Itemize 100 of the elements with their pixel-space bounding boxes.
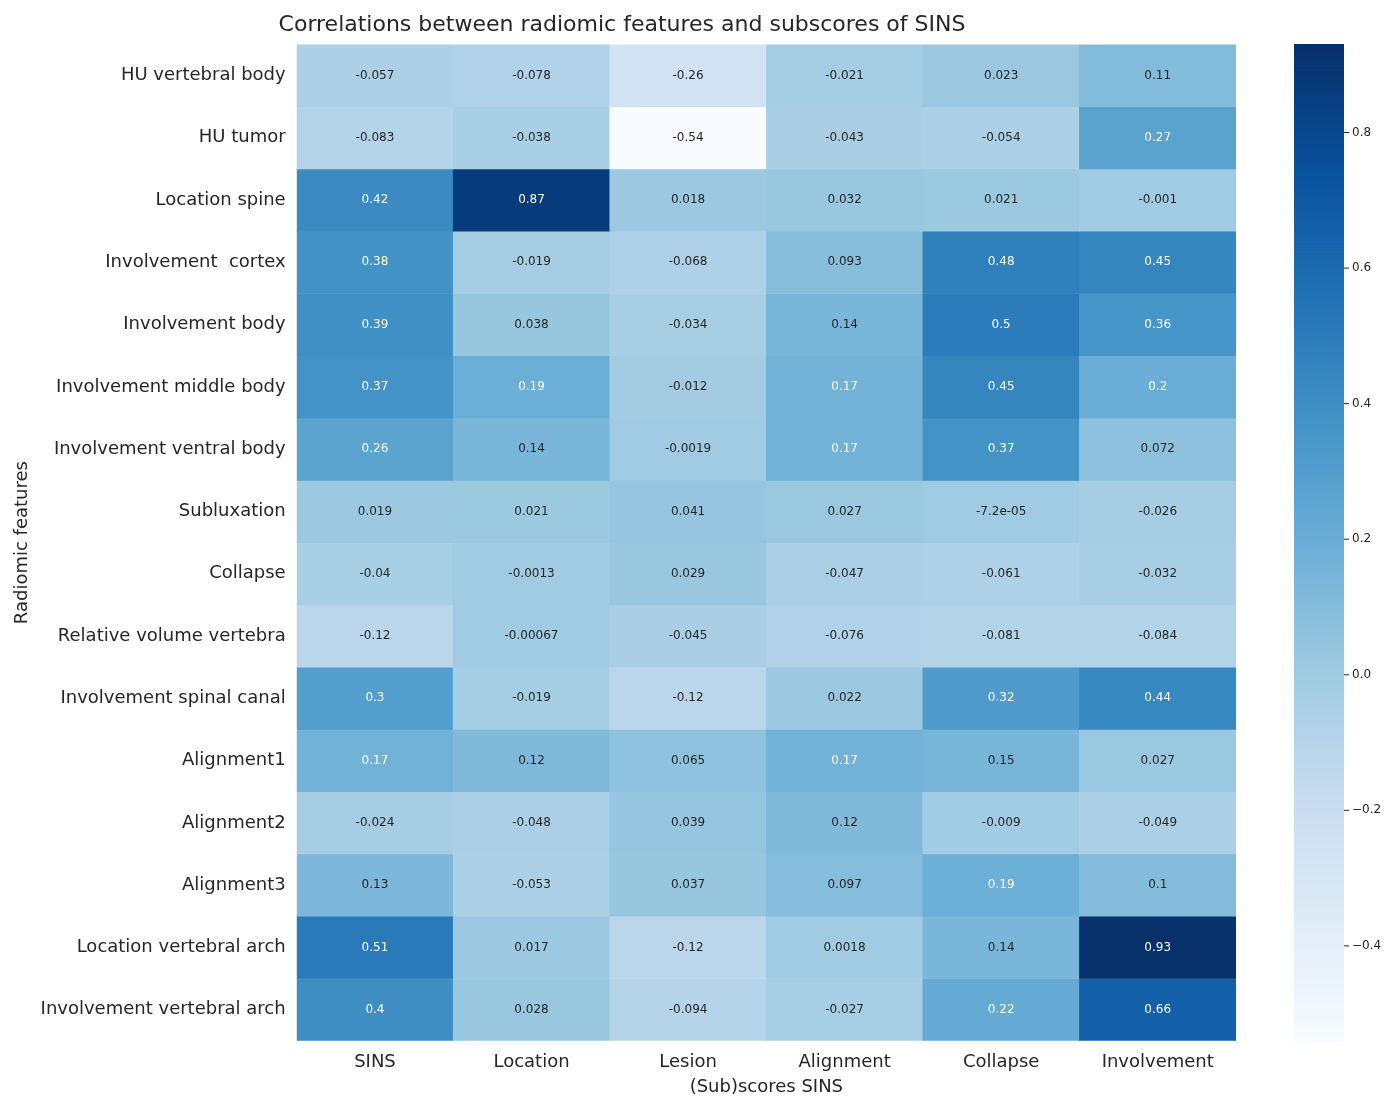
data-label: -0.038	[512, 129, 551, 144]
data-label: -0.053	[512, 877, 551, 892]
data-label: 0.14	[987, 939, 1015, 954]
x-tick-label: Involvement	[1101, 1050, 1214, 1072]
data-label: 0.27	[1144, 129, 1172, 144]
data-label: -0.047	[825, 565, 864, 580]
data-label: 0.027	[1140, 752, 1175, 767]
data-label: 0.3	[365, 690, 385, 705]
data-label: -0.12	[359, 628, 391, 643]
color-bar-label: −0.4	[1352, 938, 1382, 953]
data-label: -7.2e-05	[975, 503, 1027, 518]
data-label: 0.2	[1148, 379, 1168, 394]
x-tick-label: Alignment	[798, 1050, 891, 1072]
y-tick-label: HU tumor	[198, 125, 287, 147]
data-label: 0.45	[987, 379, 1015, 394]
data-label: -0.26	[672, 67, 704, 82]
data-label: 0.17	[831, 752, 858, 767]
data-label: 0.12	[831, 814, 858, 829]
data-label: 0.26	[361, 441, 389, 456]
data-label: 0.17	[361, 752, 389, 767]
data-label: -0.12	[672, 939, 704, 954]
data-label: -0.054	[981, 129, 1021, 144]
data-label: 0.39	[361, 316, 389, 331]
data-label: -0.083	[355, 129, 395, 144]
data-label: 0.13	[361, 877, 389, 892]
data-label: -0.04	[359, 565, 391, 580]
data-label: -0.049	[1138, 814, 1178, 829]
x-tick-label: Collapse	[962, 1050, 1040, 1072]
data-label: -0.032	[1138, 565, 1178, 580]
data-label: 0.12	[518, 752, 545, 767]
color-bar-label: 0.0	[1352, 666, 1372, 681]
data-label: 0.11	[1144, 67, 1172, 82]
data-label: 0.038	[514, 316, 549, 331]
data-label: 0.44	[1144, 690, 1172, 705]
data-label: -0.034	[668, 316, 708, 331]
data-label: 0.17	[831, 379, 858, 394]
data-label: -0.076	[825, 628, 864, 643]
data-label: 0.38	[361, 254, 389, 269]
data-label: -0.094	[668, 1001, 708, 1016]
y-tick-label: Alignment2	[182, 810, 286, 832]
data-label: 0.17	[831, 441, 858, 456]
data-label: 0.5	[991, 316, 1011, 331]
data-label: 0.072	[1140, 441, 1175, 456]
y-tick-label: HU vertebral body	[120, 63, 287, 85]
data-label: -0.061	[981, 565, 1021, 580]
color-bar-label: −0.2	[1352, 802, 1382, 817]
data-label: 0.37	[987, 441, 1015, 456]
y-tick-label: Involvement ventral body	[53, 436, 287, 458]
data-label: -0.057	[355, 67, 395, 82]
y-tick-label: Location spine	[155, 187, 286, 209]
y-tick-label: Alignment1	[182, 748, 286, 770]
y-tick-label: Involvement spinal canal	[60, 685, 286, 707]
y-tick-label: Collapse	[209, 561, 286, 583]
data-label: -0.024	[355, 814, 395, 829]
data-label: 0.37	[361, 379, 389, 394]
data-label: 0.017	[514, 939, 549, 954]
x-tick-label: Location	[493, 1050, 570, 1072]
data-label: -0.012	[668, 379, 708, 394]
data-label: -0.019	[512, 690, 551, 705]
data-label: 0.42	[361, 192, 389, 207]
data-label: -0.021	[825, 67, 864, 82]
data-label: -0.0019	[664, 441, 712, 456]
y-tick-label: Subluxation	[178, 499, 286, 521]
data-label: -0.045	[668, 628, 708, 643]
y-tick-label: Involvement body	[123, 312, 287, 334]
data-label: -0.0013	[508, 565, 555, 580]
data-label: 0.32	[987, 690, 1015, 705]
x-tick-label: SINS	[354, 1050, 396, 1072]
y-tick-label: Involvement vertebral arch	[40, 997, 286, 1019]
color-bar-label: 0.2	[1352, 531, 1372, 546]
data-label: -0.00067	[504, 628, 559, 643]
data-label: -0.084	[1138, 628, 1178, 643]
data-label: -0.078	[512, 67, 551, 82]
data-label: 0.019	[357, 503, 393, 518]
data-label: 0.029	[670, 565, 706, 580]
data-label: 0.093	[827, 254, 862, 269]
data-label: -0.009	[981, 814, 1021, 829]
data-label: 0.15	[987, 752, 1015, 767]
data-label: -0.019	[512, 254, 551, 269]
data-label: 0.14	[518, 441, 545, 456]
data-label: -0.043	[825, 129, 864, 144]
data-label: -0.026	[1138, 503, 1178, 518]
data-label: 0.48	[987, 254, 1015, 269]
y-tick-label: Alignment3	[182, 872, 286, 894]
data-label: 0.018	[670, 192, 706, 207]
data-label: 0.1	[1148, 877, 1168, 892]
data-label: 0.4	[365, 1001, 385, 1016]
y-tick-label: Relative volume vertebra	[57, 623, 286, 645]
data-label: 0.19	[987, 877, 1015, 892]
y-tick-label: Involvement cortex	[105, 250, 287, 272]
data-label: 0.36	[1144, 316, 1172, 331]
data-label: 0.065	[670, 752, 706, 767]
data-label: 0.0018	[823, 939, 866, 954]
data-label: -0.001	[1138, 192, 1178, 207]
data-label: 0.037	[670, 877, 706, 892]
data-label: 0.93	[1144, 939, 1172, 954]
data-label: 0.097	[827, 877, 862, 892]
data-label: -0.081	[981, 628, 1021, 643]
data-label: 0.021	[514, 503, 549, 518]
data-label: -0.048	[512, 814, 551, 829]
